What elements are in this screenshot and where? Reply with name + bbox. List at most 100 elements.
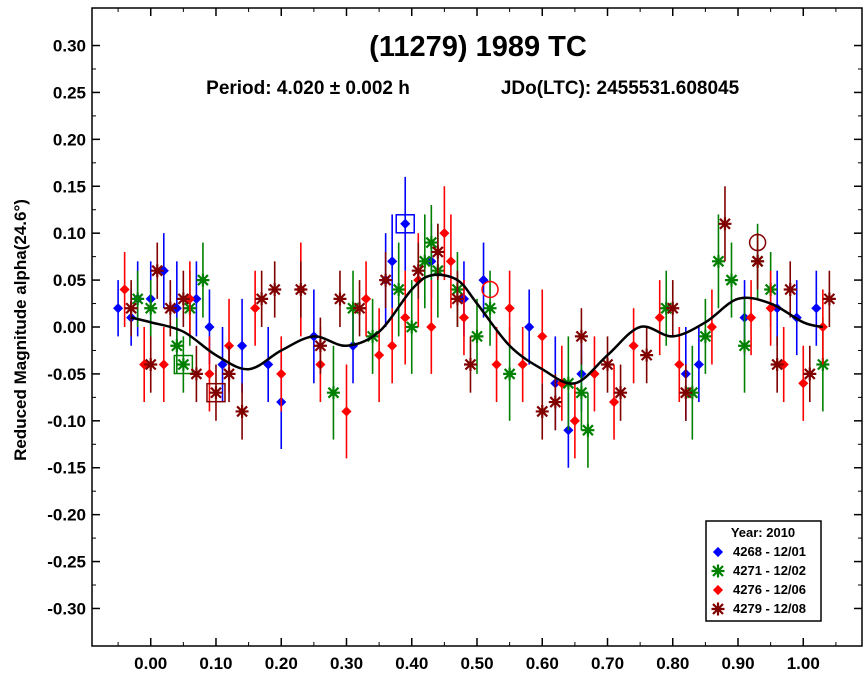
data-point [431,245,445,259]
data-point [693,359,704,370]
y-tick-label: -0.20 [47,506,86,525]
data-point [400,218,411,229]
data-point [400,312,411,323]
y-axis-label: Reduced Magnitude alpha(24.6°) [11,199,30,461]
data-point [217,359,228,370]
data-point [581,423,595,437]
data-point [405,320,419,334]
legend-label-4268: 4268 - 12/01 [733,544,806,559]
data-point [679,386,693,400]
chart-subtitle-epoch: JDo(LTC): 2455531.608045 [501,78,740,99]
series-4271 [131,205,830,468]
data-point [718,217,732,231]
data-point [353,301,367,315]
legend-label-4271: 4271 - 12/02 [733,563,806,578]
y-tick-label: -0.25 [47,553,86,572]
data-point [535,404,549,418]
data-point [379,273,393,287]
data-point [294,282,308,296]
data-point [235,404,249,418]
plot-frame [91,7,863,647]
data-point [176,358,190,372]
data-point [783,282,797,296]
data-point [765,303,776,314]
data-point [176,292,190,306]
data-point [189,367,203,381]
data-series [113,176,836,468]
x-axis-ticks: 0.00 0.10 0.20 0.30 0.40 0.50 0.60 0.70 0.80 0.90… [117,8,837,673]
fit-curve-group [130,273,824,385]
y-tick-label: 0.30 [53,37,86,56]
data-point [113,303,124,314]
data-point [751,254,765,268]
data-point [426,321,437,333]
data-point [524,321,535,333]
y-tick-label: 0.20 [53,130,86,149]
data-point [685,386,699,400]
data-point [250,303,261,314]
fit-curve [130,273,824,385]
data-point [361,293,372,304]
legend-marker [712,584,724,596]
data-point [614,386,628,400]
data-point [411,264,425,278]
legend-box [705,520,822,622]
data-point [341,406,352,417]
x-tick-label: 0.70 [591,654,624,673]
data-point [822,292,836,306]
legend: Year: 2010 4268 - 12/01 4271 - 12/02 427… [705,520,822,622]
data-point [158,265,169,276]
data-point [150,264,164,278]
data-point [237,340,248,351]
y-tick-label: -0.10 [47,412,86,431]
y-tick-label: 0.25 [53,83,86,102]
data-point [387,256,398,267]
data-point [738,339,752,353]
y-tick-label: 0.15 [53,177,86,196]
data-point [439,228,450,239]
data-point [392,282,406,296]
data-point [811,303,822,314]
data-point [255,292,269,306]
y-tick-label: -0.30 [47,599,86,618]
data-point [778,359,789,370]
data-point [418,254,432,268]
chart-title: (11279) 1989 TC [369,31,587,63]
legend-title: Year: 2010 [731,525,795,540]
data-point [144,301,158,315]
data-point [163,301,177,315]
boxed-point-marker [173,354,194,375]
data-point [346,301,360,315]
data-point [666,301,680,315]
data-point [504,303,515,314]
data-point [628,340,639,351]
data-point [483,301,497,315]
circled-point-marker [481,280,499,299]
data-point [204,368,215,379]
data-point [222,367,236,381]
data-point [640,348,654,362]
data-point [659,301,673,315]
y-tick-label: -0.05 [47,365,86,384]
data-point [654,312,665,323]
x-tick-label: 0.10 [199,654,232,673]
data-point [170,339,184,353]
x-tick-label: 0.60 [526,654,559,673]
legend-marker [712,546,724,558]
data-point [268,282,282,296]
data-point [724,273,738,287]
y-tick-label: 0.00 [53,318,86,337]
legend-label-4276: 4276 - 12/06 [733,582,806,597]
x-tick-label: 0.50 [460,654,493,673]
data-point [196,273,210,287]
x-tick-label: 1.00 [787,654,820,673]
data-point [424,236,438,250]
chart-subtitle-period: Period: 4.020 ± 0.002 h [206,78,410,99]
x-tick-label: 0.90 [721,654,754,673]
x-tick-label: 0.40 [395,654,428,673]
data-point [131,292,145,306]
data-point [445,256,456,267]
circled-point-marker [748,233,767,252]
data-point [204,321,215,333]
